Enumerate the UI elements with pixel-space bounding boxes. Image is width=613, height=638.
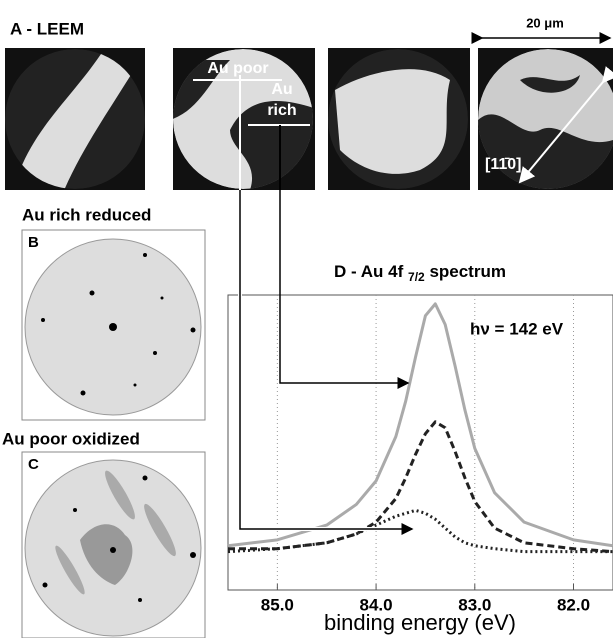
spectrum-plot <box>228 295 613 590</box>
figure: A - LEEM 20 μm Au poor Au rich [11̄0] Au… <box>0 0 613 638</box>
x-tick-label: 85.0 <box>261 595 294 614</box>
label: Au poor <box>207 60 268 77</box>
chart-title: D - Au 4f 7/2 spectrum <box>334 262 506 286</box>
label: Au <box>271 81 292 98</box>
title-main: D - Au 4f <box>334 262 404 281</box>
annotation: hν = 142 eV <box>470 319 564 338</box>
panel-label: C <box>28 456 39 473</box>
label: rich <box>267 102 296 119</box>
panel-label: A - LEEM <box>10 19 84 38</box>
arrows <box>240 190 412 529</box>
panel-title: Au rich reduced <box>22 205 151 224</box>
x-tick-label: 83.0 <box>458 595 491 614</box>
panel-title: Au poor oxidized <box>2 429 140 448</box>
scale-bar-label: 20 μm <box>526 15 564 30</box>
leed-c <box>25 460 201 636</box>
x-tick-label: 84.0 <box>360 595 393 614</box>
leem-images <box>5 38 613 200</box>
label: [11̄0] <box>485 156 521 173</box>
spectrum-line <box>228 304 613 546</box>
title-rest: spectrum <box>429 262 506 281</box>
title-subscript: 7/2 <box>408 270 425 284</box>
panel-label: B <box>28 234 39 251</box>
leed-b <box>25 239 201 415</box>
x-tick-label: 82.0 <box>557 595 590 614</box>
